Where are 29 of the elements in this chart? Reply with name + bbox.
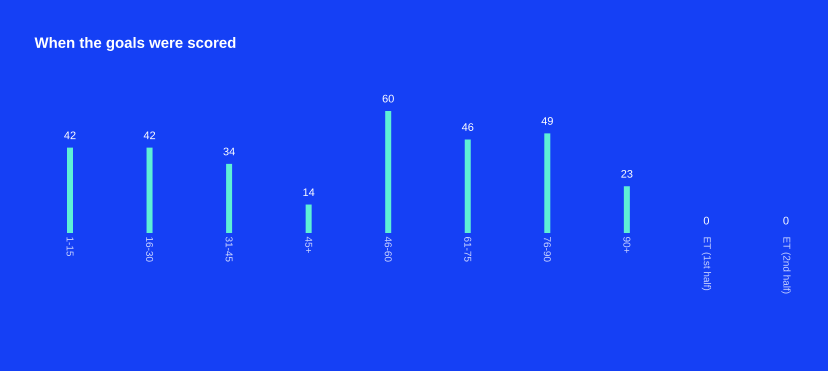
bar — [306, 204, 312, 233]
bar — [226, 164, 232, 233]
x-tick-label: ET (2nd half) — [781, 237, 791, 294]
x-tick-label: 90+ — [623, 236, 630, 253]
data-label: 42 — [64, 131, 76, 140]
data-label: 0 — [704, 216, 710, 224]
bar — [544, 133, 550, 233]
data-label: 60 — [382, 94, 394, 102]
x-tick-label: 31-45 — [226, 236, 233, 262]
bar — [624, 186, 630, 233]
x-tick-label: 61-75 — [464, 237, 472, 262]
data-label: 0 — [783, 216, 789, 224]
x-tick-label: 16-30 — [146, 237, 154, 262]
data-label: 23 — [621, 170, 632, 178]
data-label: 46 — [462, 123, 474, 131]
x-tick-label: 76-90 — [544, 237, 551, 262]
data-label: 49 — [541, 117, 553, 125]
x-tick-label: 1-15 — [66, 237, 74, 256]
x-tick-label: 46-60 — [384, 236, 392, 262]
data-label: 14 — [303, 188, 314, 196]
bar — [464, 139, 471, 233]
data-label: 42 — [144, 131, 156, 140]
chart-title: When the goals were scored — [34, 37, 236, 51]
bar — [385, 111, 392, 233]
bar — [67, 148, 73, 233]
x-tick-label: 45+ — [305, 236, 312, 253]
data-label: 34 — [223, 148, 235, 156]
x-tick-label: ET (1st half) — [702, 237, 712, 290]
bar — [146, 148, 153, 233]
